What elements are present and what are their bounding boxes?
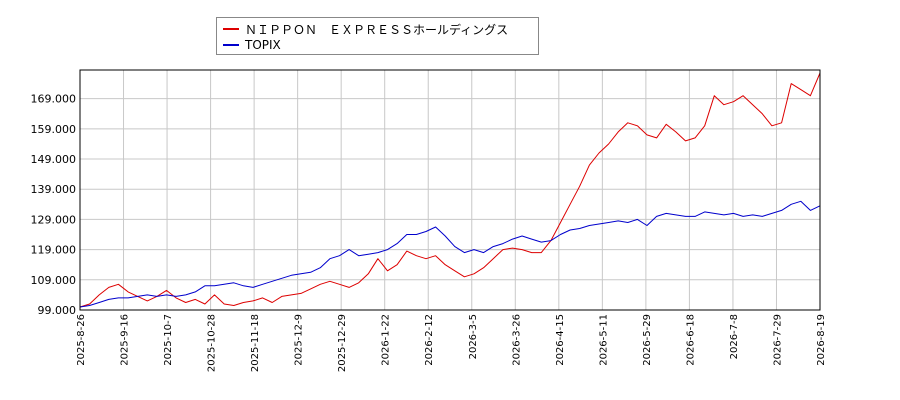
x-tick-label: 2026-6-18 bbox=[685, 314, 696, 366]
y-tick-label: 159.000 bbox=[31, 123, 77, 136]
x-tick-label: 2026-7-8 bbox=[729, 314, 740, 359]
x-tick-label: 2026-5-11 bbox=[598, 314, 609, 366]
x-tick-label: 2025-10-28 bbox=[207, 314, 218, 372]
legend-item-nippon-express: ＮＩＰＰＯＮ ＥＸＰＲＥＳＳホールディングス bbox=[223, 21, 508, 37]
x-tick-label: 2026-3-5 bbox=[468, 314, 479, 359]
x-tick-label: 2025-10-7 bbox=[163, 314, 174, 366]
x-tick-label: 2026-5-29 bbox=[642, 314, 653, 366]
y-tick-label: 149.000 bbox=[31, 153, 77, 166]
legend-swatch-blue bbox=[223, 44, 239, 46]
legend-label-topix: TOPIX bbox=[245, 38, 281, 52]
series-lines bbox=[79, 72, 821, 308]
grid bbox=[79, 70, 821, 311]
y-tick-label: 169.000 bbox=[31, 93, 77, 106]
x-tick-label: 2025-8-26 bbox=[76, 314, 87, 366]
y-tick-label: 119.000 bbox=[31, 244, 77, 257]
x-tick-label: 2025-9-16 bbox=[120, 314, 131, 366]
plot-area-frame bbox=[79, 69, 821, 311]
x-tick-label: 2025-12-29 bbox=[337, 314, 348, 372]
legend: ＮＩＰＰＯＮ ＥＸＰＲＥＳＳホールディングス TOPIX bbox=[216, 17, 539, 55]
legend-swatch-red bbox=[223, 28, 239, 30]
x-tick-label: 2026-1-22 bbox=[381, 314, 392, 366]
y-tick-label: 139.000 bbox=[31, 183, 77, 196]
y-axis: 99.000 109.000 119.000 129.000 139.000 149.00… bbox=[31, 93, 77, 317]
x-tick-label: 2025-11-18 bbox=[250, 314, 261, 372]
x-tick-label: 2026-3-26 bbox=[511, 314, 522, 366]
y-tick-label: 99.000 bbox=[38, 304, 77, 317]
legend-item-topix: TOPIX bbox=[223, 37, 281, 53]
y-tick-label: 109.000 bbox=[31, 274, 77, 287]
series-line-nippon-express bbox=[79, 72, 821, 308]
y-tick-label: 129.000 bbox=[31, 213, 77, 226]
x-tick-label: 2026-7-29 bbox=[772, 314, 783, 366]
x-tick-label: 2025-12-9 bbox=[294, 314, 305, 366]
legend-label-nippon-express: ＮＩＰＰＯＮ ＥＸＰＲＥＳＳホールディングス bbox=[245, 22, 509, 37]
series-line-topix bbox=[79, 200, 821, 308]
x-tick-label: 2026-2-12 bbox=[424, 314, 435, 366]
x-axis: 2025-8-26 2025-9-16 2025-10-7 2025-10-28 202… bbox=[76, 314, 827, 372]
x-tick-label: 2026-4-15 bbox=[555, 314, 566, 366]
x-tick-label: 2026-8-19 bbox=[816, 314, 827, 366]
